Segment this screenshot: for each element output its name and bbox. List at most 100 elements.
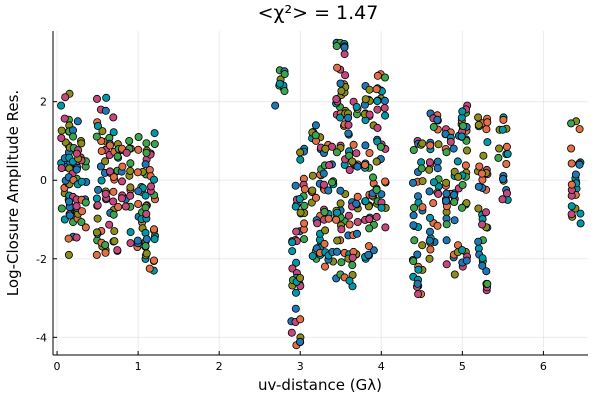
data-point xyxy=(498,125,507,134)
data-point xyxy=(429,178,438,187)
data-point xyxy=(110,227,119,236)
data-point xyxy=(321,226,330,235)
data-point xyxy=(336,113,345,122)
data-point xyxy=(341,71,350,80)
data-point xyxy=(97,147,106,156)
data-point xyxy=(372,212,381,221)
data-point xyxy=(373,105,382,114)
data-point xyxy=(352,199,361,208)
data-point xyxy=(408,178,417,187)
data-point xyxy=(344,129,353,138)
data-point xyxy=(93,122,102,131)
x-axis-ticks: 0 1 2 3 4 5 6 xyxy=(54,351,547,373)
data-point xyxy=(462,146,471,155)
data-point xyxy=(474,237,483,246)
data-point xyxy=(109,187,118,196)
data-point xyxy=(296,208,305,217)
data-point xyxy=(69,132,78,141)
data-point xyxy=(361,197,370,206)
data-point xyxy=(288,247,297,256)
data-point xyxy=(333,208,342,217)
data-point xyxy=(97,176,106,185)
data-point xyxy=(425,254,434,263)
data-point xyxy=(92,194,101,203)
data-point xyxy=(113,246,122,255)
data-point xyxy=(150,235,159,244)
data-point xyxy=(141,241,150,250)
data-point xyxy=(57,101,66,110)
data-point xyxy=(373,71,382,80)
data-point xyxy=(141,191,150,200)
data-point xyxy=(575,160,584,169)
data-point xyxy=(113,152,122,161)
data-point xyxy=(483,138,492,147)
data-point xyxy=(361,141,370,150)
data-point xyxy=(118,177,127,186)
data-point xyxy=(409,145,418,154)
data-point xyxy=(64,250,73,259)
data-point xyxy=(296,273,305,282)
data-point xyxy=(567,180,576,189)
data-point xyxy=(332,42,341,51)
data-point xyxy=(327,178,336,187)
y-tick-label: -2 xyxy=(36,253,47,266)
data-point xyxy=(319,180,328,189)
data-point xyxy=(333,236,342,245)
data-point xyxy=(332,247,341,256)
data-point xyxy=(126,228,135,237)
data-point xyxy=(352,103,361,112)
data-point xyxy=(101,240,110,249)
data-point xyxy=(73,117,82,126)
data-point xyxy=(101,248,110,257)
data-point xyxy=(502,189,511,198)
data-point xyxy=(126,166,135,175)
data-point xyxy=(365,148,374,157)
y-tick-label: -4 xyxy=(36,331,47,344)
data-point xyxy=(109,128,118,137)
data-point xyxy=(92,250,101,259)
data-point xyxy=(134,187,143,196)
data-point xyxy=(433,221,442,230)
data-point xyxy=(502,142,511,151)
data-point xyxy=(142,139,151,148)
data-point xyxy=(336,186,345,195)
data-point xyxy=(426,141,435,150)
data-point xyxy=(325,161,334,170)
data-point xyxy=(126,239,135,248)
data-point xyxy=(450,270,459,279)
data-point xyxy=(381,177,390,186)
data-point xyxy=(142,235,151,244)
data-point xyxy=(101,106,110,115)
data-point xyxy=(418,241,427,250)
data-point xyxy=(425,227,434,236)
data-point xyxy=(459,122,468,131)
data-point xyxy=(142,249,151,258)
data-point xyxy=(77,217,86,226)
data-point xyxy=(348,261,357,270)
data-point xyxy=(381,111,390,120)
data-point xyxy=(340,43,349,52)
data-point xyxy=(300,201,309,210)
data-point xyxy=(288,238,297,247)
data-point xyxy=(458,180,467,189)
data-point xyxy=(311,121,320,130)
data-point xyxy=(292,227,301,236)
data-point xyxy=(149,225,158,234)
data-point xyxy=(72,233,81,242)
data-point xyxy=(461,161,470,170)
data-point xyxy=(429,199,438,208)
data-point xyxy=(109,172,118,181)
data-point xyxy=(474,120,483,129)
data-point xyxy=(114,202,123,211)
data-point xyxy=(141,160,150,169)
data-point xyxy=(576,219,585,228)
data-point xyxy=(502,159,511,168)
data-point xyxy=(458,246,467,255)
data-point xyxy=(65,211,74,220)
data-point xyxy=(92,228,101,237)
data-point xyxy=(365,85,374,94)
data-point xyxy=(291,202,300,211)
data-point xyxy=(126,183,135,192)
data-point xyxy=(60,114,69,123)
